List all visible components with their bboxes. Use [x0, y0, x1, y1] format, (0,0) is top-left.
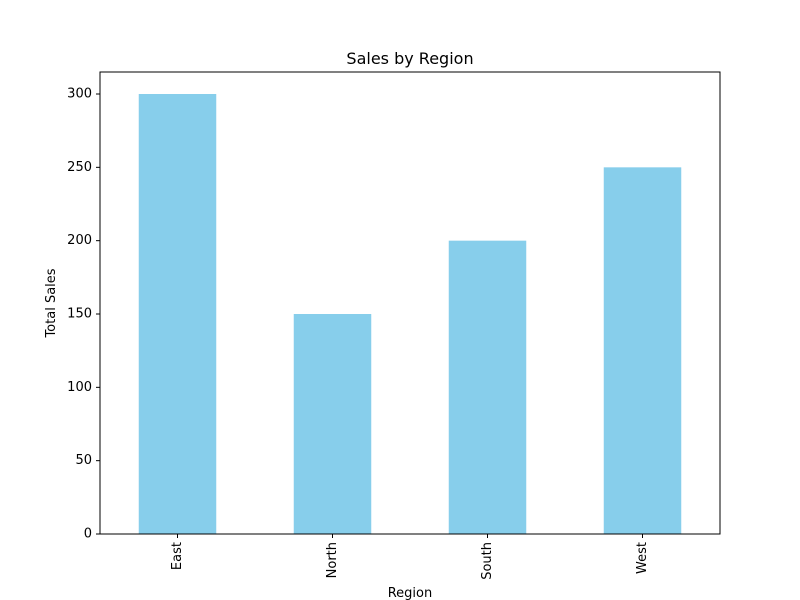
y-tick-label-0: 0	[84, 527, 92, 542]
bar-west	[603, 167, 682, 535]
x-axis: East North South West	[170, 534, 650, 580]
x-tick-label-east: East	[170, 542, 185, 570]
bar-north	[293, 314, 372, 534]
bar-east	[138, 94, 217, 534]
bar-south	[448, 240, 527, 534]
bars-group	[138, 94, 682, 535]
x-tick-label-south: South	[480, 542, 495, 580]
plot-frame	[99, 71, 721, 535]
y-tick-label-300: 300	[67, 87, 92, 102]
x-tick-label-west: West	[635, 542, 650, 574]
chart-title: Sales by Region	[346, 49, 473, 68]
y-axis: 0 50 100 150 200 250 300	[67, 87, 100, 542]
y-tick-label-50: 50	[75, 453, 92, 468]
x-tick-label-north: North	[325, 542, 340, 578]
y-tick-label-250: 250	[67, 160, 92, 175]
x-axis-title: Region	[388, 586, 433, 600]
y-axis-title: Total Sales	[44, 268, 59, 338]
y-tick-label-200: 200	[67, 233, 92, 248]
y-tick-label-150: 150	[67, 307, 92, 322]
y-tick-label-100: 100	[67, 380, 92, 395]
